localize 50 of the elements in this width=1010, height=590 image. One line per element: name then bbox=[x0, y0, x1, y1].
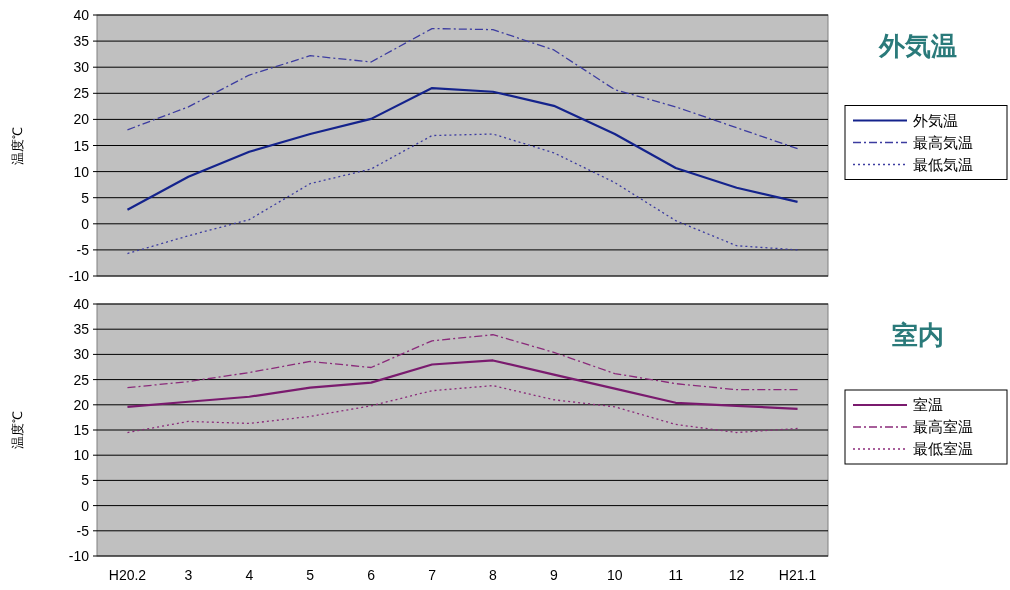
y-tick-label: -5 bbox=[76, 241, 90, 258]
text: 室内 bbox=[892, 320, 944, 350]
x-tick-label: 12 bbox=[728, 567, 745, 583]
x-tick-label: 10 bbox=[607, 567, 623, 583]
y-tick-label: -5 bbox=[76, 522, 90, 539]
y-tick-label: 25 bbox=[73, 371, 90, 388]
y-tick-label: -10 bbox=[68, 268, 90, 284]
legend-label: 室温 bbox=[913, 396, 943, 413]
y-tick-label: 35 bbox=[73, 321, 90, 338]
x-tick-label: H20.2 bbox=[108, 567, 147, 583]
y-tick-label: 0 bbox=[81, 215, 90, 232]
y-tick-label: -10 bbox=[68, 548, 90, 564]
line-series bbox=[126, 133, 799, 255]
y-tick-label: 10 bbox=[73, 447, 90, 464]
y-tick-label: 5 bbox=[81, 189, 90, 206]
x-tick-label: 8 bbox=[489, 567, 498, 583]
legend-label: 最高気温 bbox=[913, 133, 973, 151]
x-tick-label: 4 bbox=[245, 567, 254, 583]
x-tick-label: 11 bbox=[668, 567, 684, 583]
y-tick-label: 25 bbox=[73, 85, 90, 102]
x-tick-label: 6 bbox=[367, 567, 376, 583]
line-series bbox=[126, 334, 799, 391]
line-series bbox=[126, 86, 799, 211]
y-tick-label: 20 bbox=[73, 111, 90, 128]
legend-label: 最低室温 bbox=[913, 440, 973, 457]
y-tick-label: 15 bbox=[73, 137, 90, 154]
legend-label: 最低気温 bbox=[913, 155, 973, 173]
line-series bbox=[126, 27, 799, 150]
y-tick-label: 40 bbox=[73, 7, 90, 23]
y-tick-label: 30 bbox=[73, 59, 90, 76]
y-tick-label: 30 bbox=[73, 346, 90, 363]
y-tick-label: 15 bbox=[73, 422, 90, 438]
y-tick-label: 5 bbox=[81, 472, 90, 489]
legend-label: 最高室温 bbox=[913, 418, 973, 435]
line-series bbox=[126, 359, 799, 410]
x-tick-label: H21.1 bbox=[778, 567, 817, 583]
legend-label: 外気温 bbox=[913, 111, 958, 129]
y-axis-title: 温度℃ bbox=[10, 126, 25, 165]
x-tick-label: 7 bbox=[428, 567, 437, 583]
text: 外気温 bbox=[878, 31, 957, 61]
y-tick-label: 20 bbox=[73, 396, 90, 413]
x-tick-label: 5 bbox=[306, 567, 315, 583]
line-series bbox=[126, 385, 799, 434]
y-tick-label: 40 bbox=[73, 296, 90, 312]
y-axis-title: 温度℃ bbox=[10, 411, 25, 449]
y-tick-label: 10 bbox=[73, 163, 90, 180]
x-tick-label: 3 bbox=[184, 567, 193, 583]
y-tick-label: 35 bbox=[73, 33, 90, 50]
x-tick-label: 9 bbox=[549, 567, 558, 583]
y-tick-label: 0 bbox=[81, 497, 90, 514]
